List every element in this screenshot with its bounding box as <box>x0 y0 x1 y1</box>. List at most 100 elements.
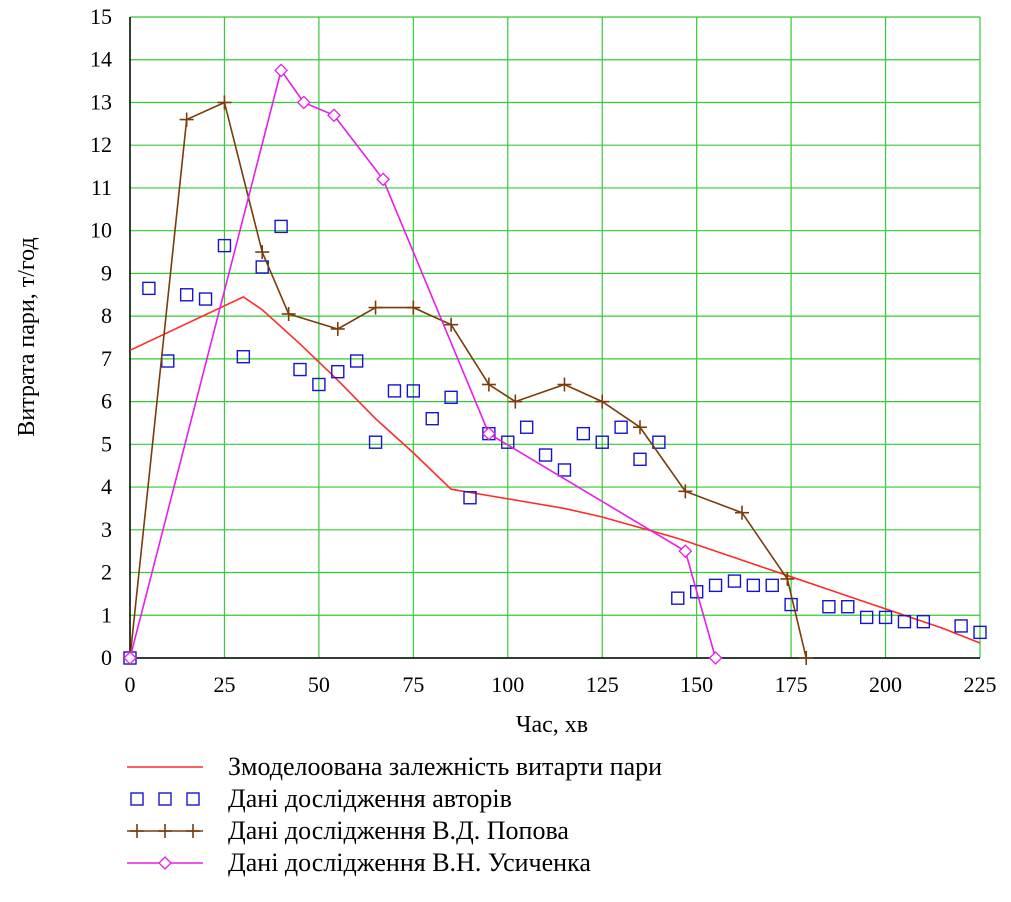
data-point <box>376 172 391 187</box>
data-point <box>633 452 647 466</box>
data-point <box>614 420 628 434</box>
data-point <box>708 578 723 593</box>
x-tick-label: 25 <box>213 672 235 697</box>
data-point <box>633 420 647 435</box>
y-tick-label: 4 <box>101 474 112 499</box>
data-point <box>746 578 761 593</box>
data-point <box>519 420 534 434</box>
x-tick-label: 100 <box>491 672 524 697</box>
x-tick-label: 150 <box>680 672 713 697</box>
data-point <box>312 377 326 392</box>
data-point <box>281 306 296 321</box>
legend-label: Дані дослідження В.Н. Усиченка <box>228 848 591 877</box>
series-4 <box>123 63 723 665</box>
data-point <box>387 384 402 398</box>
data-point <box>293 362 307 377</box>
data-point <box>158 856 172 870</box>
data-point <box>463 491 477 505</box>
data-point <box>274 63 289 78</box>
data-point <box>735 505 749 520</box>
y-tick-label: 3 <box>101 517 112 542</box>
x-tick-label: 225 <box>964 672 997 697</box>
y-axis-title: Витрата пари, т/год <box>14 237 40 436</box>
x-tick-label: 175 <box>775 672 808 697</box>
data-point <box>784 597 798 612</box>
data-point <box>678 484 693 499</box>
data-point <box>841 600 855 614</box>
data-point <box>576 426 591 441</box>
data-point <box>368 300 383 315</box>
data-point <box>444 317 459 332</box>
data-point <box>406 300 421 315</box>
y-tick-label: 15 <box>90 4 112 29</box>
data-point <box>158 792 172 806</box>
axes <box>129 17 980 659</box>
legend-item: Змоделоована залежність витарти пари <box>127 752 662 781</box>
data-point <box>557 463 572 477</box>
y-tick-label: 5 <box>101 431 112 456</box>
data-point <box>652 435 666 449</box>
data-point <box>780 571 795 586</box>
data-point <box>123 651 137 665</box>
data-point <box>179 112 194 127</box>
data-point <box>255 245 270 260</box>
data-point <box>708 651 723 665</box>
y-tick-label: 12 <box>90 132 112 157</box>
data-point <box>130 824 144 838</box>
legend-item: Дані дослідження авторів <box>130 784 512 813</box>
data-point <box>508 394 523 409</box>
legend-label: Змоделоована залежність витарти пари <box>228 752 662 781</box>
data-point <box>822 600 836 614</box>
data-point <box>444 390 458 405</box>
data-point <box>671 591 685 605</box>
x-tick-label: 125 <box>586 672 619 697</box>
plot-area <box>123 63 987 665</box>
data-point <box>236 350 251 364</box>
data-point <box>327 108 341 123</box>
data-point <box>368 435 383 449</box>
data-point <box>198 292 213 306</box>
x-tick-label: 75 <box>402 672 424 697</box>
data-point <box>481 426 496 441</box>
data-point <box>595 394 610 409</box>
legend-item: Дані дослідження В.Д. Попова <box>127 816 569 845</box>
data-point <box>799 651 814 665</box>
data-point <box>186 824 200 838</box>
data-point <box>179 288 194 302</box>
data-point <box>765 578 779 593</box>
data-point <box>330 321 345 336</box>
data-point <box>331 364 345 379</box>
y-tick-label: 10 <box>90 218 112 243</box>
series-1 <box>129 295 981 644</box>
y-tick-label: 8 <box>101 303 112 328</box>
data-point <box>217 95 232 110</box>
data-point <box>296 95 311 110</box>
data-point <box>349 354 364 368</box>
data-point <box>142 281 156 296</box>
data-point <box>425 411 439 426</box>
y-tick-label: 1 <box>101 602 112 627</box>
data-point <box>186 792 200 806</box>
series-line <box>129 101 808 659</box>
data-point <box>481 377 496 392</box>
data-point <box>538 448 553 462</box>
data-point <box>859 610 874 625</box>
data-point <box>727 574 742 588</box>
legend: Змоделоована залежність витарти пари Дані… <box>127 752 662 877</box>
data-point <box>274 219 288 234</box>
legend-label: Дані дослідження В.Д. Попова <box>228 816 569 845</box>
data-point <box>916 614 931 629</box>
series-line <box>129 295 981 644</box>
x-tick-label: 0 <box>125 672 136 697</box>
legend-label: Дані дослідження авторів <box>228 784 512 813</box>
legend-item: Дані дослідження В.Н. Усиченка <box>127 848 591 877</box>
y-tick-label: 14 <box>90 47 112 72</box>
series-line <box>129 68 717 659</box>
data-point <box>158 824 172 838</box>
grid <box>129 16 981 659</box>
data-point <box>406 384 421 398</box>
data-point <box>954 619 968 633</box>
data-point <box>595 435 609 449</box>
